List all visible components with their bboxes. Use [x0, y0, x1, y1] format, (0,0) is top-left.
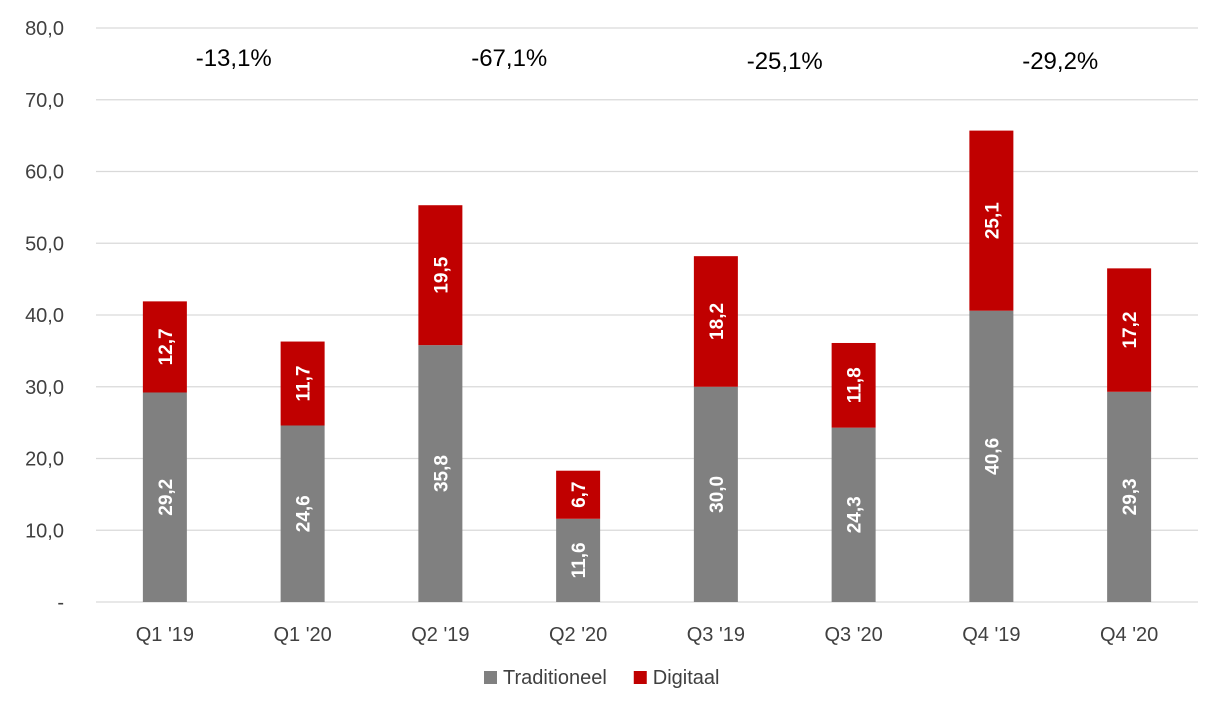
change-annotation: -13,1% — [196, 45, 272, 72]
bar-segment-traditioneel — [969, 310, 1014, 602]
bar-segment-digitaal — [693, 256, 738, 387]
y-tick-label: 40,0 — [25, 305, 64, 327]
data-label: 29,3 — [1120, 478, 1141, 515]
bar-segment-digitaal — [142, 301, 187, 393]
data-label: 6,7 — [569, 482, 590, 508]
y-axis-ticks: - 10,0 20,0 30,0 40,0 50,0 60,0 70,0 80,0 — [25, 18, 64, 614]
x-tick-label: Q4 '19 — [962, 624, 1020, 646]
legend-label: Digitaal — [653, 667, 720, 689]
bars: 29,2 12,7 24,6 11,7 35,8 19,5 11,6 6,7 30,0 18,2 2… — [142, 130, 1152, 602]
y-tick-label: 50,0 — [25, 233, 64, 255]
x-tick-label: Q2 '20 — [549, 624, 607, 646]
bar-segment-traditioneel — [142, 392, 187, 602]
y-tick-label: 60,0 — [25, 162, 64, 184]
bar-segment-digitaal — [969, 130, 1014, 311]
bar-segment-traditioneel — [1107, 391, 1152, 602]
legend-swatch — [484, 671, 497, 684]
y-tick-label: 10,0 — [25, 520, 64, 542]
data-label: 40,6 — [982, 438, 1003, 475]
bar-segment-traditioneel — [693, 386, 738, 602]
bar-segment-digitaal — [280, 341, 325, 426]
change-annotation: -25,1% — [747, 48, 823, 75]
bar-segment-digitaal — [1107, 268, 1152, 392]
data-label: 30,0 — [707, 476, 728, 513]
data-label: 24,6 — [294, 495, 315, 532]
legend-label: Traditioneel — [503, 667, 607, 689]
x-tick-label: Q1 '20 — [273, 624, 331, 646]
bar-segment-traditioneel — [831, 427, 876, 602]
data-label: 11,7 — [294, 366, 315, 402]
bar-segment-digitaal — [831, 342, 876, 428]
data-label: 35,8 — [431, 455, 452, 492]
x-axis-categories: Q1 '19 Q1 '20 Q2 '19 Q2 '20 Q3 '19 Q3 '20 Q4 '… — [136, 624, 1159, 646]
gridlines — [96, 27, 1198, 603]
bar-segment-traditioneel — [280, 425, 325, 602]
data-label: 11,6 — [569, 542, 590, 578]
data-label: 12,7 — [156, 328, 177, 365]
y-tick-label: - — [57, 592, 64, 614]
legend-swatch — [633, 671, 647, 684]
x-tick-label: Q3 '20 — [824, 624, 882, 646]
legend: Traditioneel Digitaal — [484, 667, 719, 689]
change-annotation: -29,2% — [1022, 48, 1098, 75]
data-label: 29,2 — [156, 479, 177, 516]
data-label: 17,2 — [1120, 312, 1141, 349]
data-label: 11,8 — [845, 367, 866, 403]
bar-segment-digitaal — [418, 205, 463, 346]
change-annotations: -13,1% -67,1% -25,1% -29,2% — [196, 45, 1099, 75]
bar-segment-digitaal — [556, 470, 601, 519]
x-tick-label: Q4 '20 — [1100, 624, 1158, 646]
data-label: 18,2 — [707, 303, 728, 340]
data-label: 25,1 — [982, 202, 1003, 239]
x-tick-label: Q1 '19 — [136, 624, 194, 646]
y-tick-label: 20,0 — [25, 449, 64, 471]
x-tick-label: Q2 '19 — [411, 624, 469, 646]
x-tick-label: Q3 '19 — [687, 624, 745, 646]
data-label: 24,3 — [845, 496, 866, 533]
bar-segment-traditioneel — [556, 518, 601, 602]
y-tick-label: 30,0 — [25, 377, 64, 399]
change-annotation: -67,1% — [471, 45, 547, 72]
y-tick-label: 80,0 — [25, 18, 64, 40]
y-tick-label: 70,0 — [25, 90, 64, 112]
data-label: 19,5 — [431, 256, 452, 293]
bar-segment-traditioneel — [418, 345, 463, 602]
